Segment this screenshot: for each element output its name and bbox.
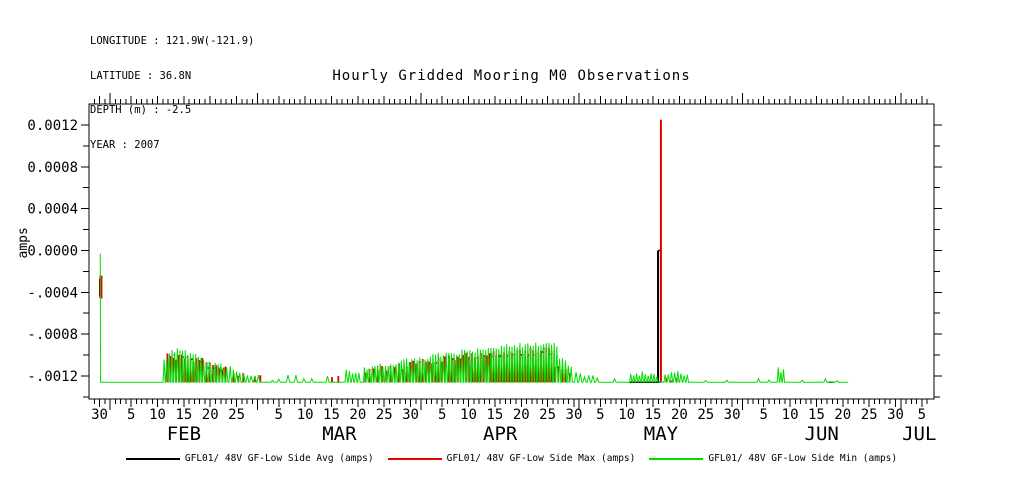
x-tick-label: 5 xyxy=(127,407,135,423)
plot-axes xyxy=(81,93,942,410)
chart-title: Hourly Gridded Mooring M0 Observations xyxy=(332,68,691,84)
depth-text: DEPTH (m) : -2.5 xyxy=(90,104,192,116)
legend-line-min-swatch xyxy=(649,457,704,460)
legend-item-min: GFL01/ 48V GF-Low Side Min (amps) xyxy=(649,453,897,464)
x-tick-label: 5 xyxy=(918,407,926,423)
month-label: MAY xyxy=(644,423,679,445)
x-tick-label: 20 xyxy=(671,407,688,423)
y-tick-label: 0.0004 xyxy=(27,202,78,218)
x-tick-label: 5 xyxy=(438,407,446,423)
x-tick-label: 25 xyxy=(539,407,556,423)
month-label: JUL xyxy=(902,423,936,445)
x-tick-label: 15 xyxy=(323,407,340,423)
legend-line-avg-swatch xyxy=(125,457,180,460)
x-tick-label: 30 xyxy=(402,407,419,423)
y-tick-label: 0.0000 xyxy=(27,243,78,259)
x-tick-label: 20 xyxy=(834,407,851,423)
year-text: YEAR : 2007 xyxy=(90,138,160,151)
x-tick-label: 10 xyxy=(618,407,635,423)
y-tick-label: 0.0012 xyxy=(27,118,78,134)
x-tick-label: 30 xyxy=(91,407,108,423)
x-tick-label: 5 xyxy=(596,407,604,423)
legend-item-max: GFL01/ 48V GF-Low Side Max (amps) xyxy=(387,453,636,464)
x-tick-label: 10 xyxy=(149,407,166,423)
legend-item-avg: GFL01/ 48V GF-Low Side Avg (amps) xyxy=(125,453,374,464)
y-tick-label: -.0008 xyxy=(27,327,78,343)
x-tick-label: 25 xyxy=(861,407,878,423)
x-tick-label: 15 xyxy=(486,407,503,423)
x-tick-label: 25 xyxy=(697,407,714,423)
x-tick-label: 25 xyxy=(228,407,245,423)
x-tick-label: 30 xyxy=(887,407,904,423)
metadata-block: LONGITUDE : 121.9W(-121.9) LATITUDE : 36… xyxy=(90,13,254,174)
series-max xyxy=(99,119,678,383)
legend-line-max-swatch xyxy=(387,457,442,460)
y-tick-label: -.0004 xyxy=(27,285,78,301)
x-tick-label: 10 xyxy=(782,407,799,423)
x-tick-label: 20 xyxy=(202,407,219,423)
plot-frame xyxy=(88,103,935,400)
x-tick-label: 25 xyxy=(376,407,393,423)
series-min xyxy=(99,253,849,383)
y-tick-label: 0.0008 xyxy=(27,160,78,176)
latitude-text: LATITUDE : 36.8N xyxy=(90,69,192,82)
y-tick-label: -.0012 xyxy=(27,369,78,385)
month-label: APR xyxy=(483,423,518,445)
x-tick-label: 10 xyxy=(297,407,314,423)
series-line xyxy=(99,253,849,383)
axis-labels: 30 5 10 15 20 25 5 10 15 20 25 30 5 10 15 20 25 30 5 10 15 20… xyxy=(27,118,936,445)
x-tick-label: 5 xyxy=(275,407,283,423)
chart-legend: GFL01/ 48V GF-Low Side Avg (amps) GFL01/… xyxy=(89,453,934,464)
x-tick-label: 15 xyxy=(808,407,825,423)
legend-label-avg: GFL01/ 48V GF-Low Side Avg (amps) xyxy=(184,453,374,464)
x-tick-label: 5 xyxy=(760,407,768,423)
month-label: MAR xyxy=(322,423,357,445)
x-tick-label: 20 xyxy=(349,407,366,423)
x-tick-label: 10 xyxy=(460,407,477,423)
legend-label-max: GFL01/ 48V GF-Low Side Max (amps) xyxy=(446,453,636,464)
x-tick-label: 15 xyxy=(175,407,192,423)
x-tick-label: 20 xyxy=(513,407,530,423)
x-tick-label: 30 xyxy=(566,407,583,423)
month-label: JUN xyxy=(805,423,839,445)
longitude-text: LONGITUDE : 121.9W(-121.9) xyxy=(90,35,255,47)
legend-label-min: GFL01/ 48V GF-Low Side Min (amps) xyxy=(708,453,898,464)
month-label: FEB xyxy=(167,423,201,445)
x-tick-label: 15 xyxy=(645,407,662,423)
x-tick-label: 30 xyxy=(724,407,741,423)
